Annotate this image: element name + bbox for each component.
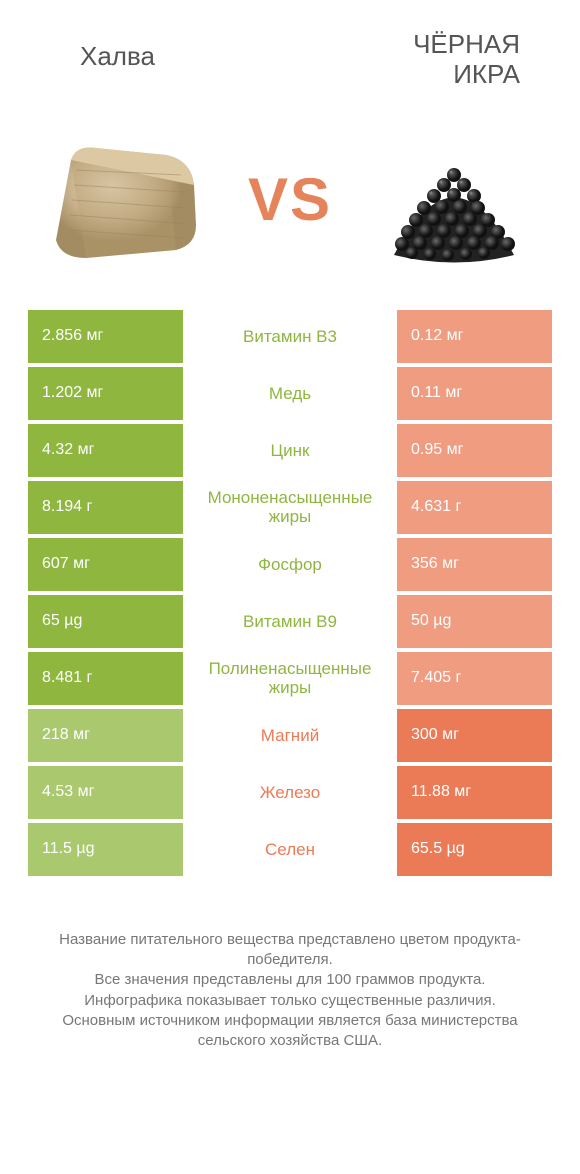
nutrient-label: Витамин B9 [183, 595, 397, 648]
nutrient-label: Железо [183, 766, 397, 819]
right-value: 7.405 г [397, 652, 552, 705]
table-row: 4.32 мгЦинк0.95 мг [28, 424, 552, 481]
left-value: 4.53 мг [28, 766, 183, 819]
nutrient-label: Мононенасыщенные жиры [183, 481, 397, 534]
nutrient-label: Фосфор [183, 538, 397, 591]
table-row: 4.53 мгЖелезо11.88 мг [28, 766, 552, 823]
left-value: 4.32 мг [28, 424, 183, 477]
header-left-title: Халва [50, 30, 300, 90]
nutrient-label: Магний [183, 709, 397, 762]
left-value: 11.5 µg [28, 823, 183, 876]
table-row: 2.856 мгВитамин B30.12 мг [28, 310, 552, 367]
caviar-image [354, 120, 554, 280]
vs-label: VS [248, 165, 332, 234]
table-row: 8.194 гМононенасыщенные жиры4.631 г [28, 481, 552, 538]
footer-line-2: Все значения представлены для 100 граммо… [30, 970, 550, 990]
table-row: 1.202 мгМедь0.11 мг [28, 367, 552, 424]
right-value: 0.12 мг [397, 310, 552, 363]
right-value: 50 µg [397, 595, 552, 648]
header-right-title: ЧЁРНАЯ ИКРА [300, 30, 530, 90]
left-value: 1.202 мг [28, 367, 183, 420]
footer-line-4: Основным источником информации является … [30, 1011, 550, 1052]
left-value: 607 мг [28, 538, 183, 591]
nutrient-label: Медь [183, 367, 397, 420]
left-value: 218 мг [28, 709, 183, 762]
header-row: Халва ЧЁРНАЯ ИКРА [0, 0, 580, 100]
footer-line-3: Инфографика показывает только существенн… [30, 991, 550, 1011]
left-value: 2.856 мг [28, 310, 183, 363]
vs-row: VS [0, 100, 580, 310]
table-row: 607 мгФосфор356 мг [28, 538, 552, 595]
table-row: 218 мгМагний300 мг [28, 709, 552, 766]
footer-notes: Название питательного вещества представл… [0, 880, 580, 1072]
right-value: 0.95 мг [397, 424, 552, 477]
halva-image [26, 120, 226, 280]
infographic-container: Халва ЧЁРНАЯ ИКРА [0, 0, 580, 1174]
table-row: 65 µgВитамин B950 µg [28, 595, 552, 652]
nutrient-label: Селен [183, 823, 397, 876]
right-value: 0.11 мг [397, 367, 552, 420]
right-value: 4.631 г [397, 481, 552, 534]
right-value: 65.5 µg [397, 823, 552, 876]
nutrient-label: Цинк [183, 424, 397, 477]
comparison-table: 2.856 мгВитамин B30.12 мг1.202 мгМедь0.1… [0, 310, 580, 880]
table-row: 11.5 µgСелен65.5 µg [28, 823, 552, 880]
nutrient-label: Полиненасыщенные жиры [183, 652, 397, 705]
footer-line-1: Название питательного вещества представл… [30, 930, 550, 971]
nutrient-label: Витамин B3 [183, 310, 397, 363]
right-value: 300 мг [397, 709, 552, 762]
table-row: 8.481 гПолиненасыщенные жиры7.405 г [28, 652, 552, 709]
right-value: 11.88 мг [397, 766, 552, 819]
left-value: 8.481 г [28, 652, 183, 705]
right-value: 356 мг [397, 538, 552, 591]
left-value: 8.194 г [28, 481, 183, 534]
left-value: 65 µg [28, 595, 183, 648]
